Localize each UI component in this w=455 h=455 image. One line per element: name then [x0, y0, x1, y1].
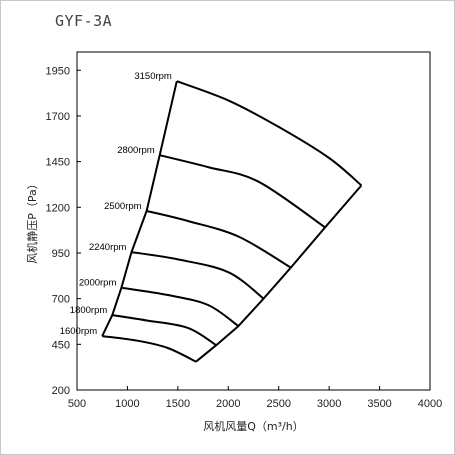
x-tick-label: 1000 [115, 398, 139, 410]
rpm-curves [102, 80, 363, 363]
rpm-label-1600rpm: 1600rpm [60, 326, 98, 337]
envelope-lines [101, 80, 363, 363]
y-tick-label: 1200 [46, 202, 70, 214]
y-tick-label: 700 [52, 294, 70, 306]
x-tick-label: 500 [68, 398, 86, 410]
rpm-label-1800rpm: 1800rpm [70, 305, 108, 316]
envelope-max-flow [195, 184, 363, 363]
x-tick-label: 2500 [266, 398, 290, 410]
rpm-curve-1800rpm [112, 314, 217, 347]
rpm-label-2240rpm: 2240rpm [89, 242, 127, 253]
rpm-curve-1600rpm [102, 335, 197, 363]
y-tick-label: 450 [52, 339, 70, 351]
rpm-curve-2500rpm [146, 210, 292, 269]
rpm-label-2000rpm: 2000rpm [79, 278, 117, 289]
x-tick-label: 3000 [317, 398, 341, 410]
y-tick-label: 200 [52, 385, 70, 397]
model-title: GYF-3A [55, 12, 113, 30]
x-tick-label: 4000 [418, 398, 442, 410]
y-axis-title: 风机静压P（Pa） [25, 178, 39, 264]
rpm-label-3150rpm: 3150rpm [134, 71, 172, 82]
plot-area [76, 51, 431, 391]
rpm-curve-2240rpm [131, 251, 265, 300]
x-tick-label: 3500 [367, 398, 391, 410]
y-tick-label: 1950 [46, 65, 70, 77]
y-axis: 200 450 700 950 1200 1450 1700 1950 [46, 65, 81, 397]
rpm-labels: 3150rpm 2800rpm 2500rpm 2240rpm 2000rpm 1800r… [60, 71, 172, 337]
plot-border [76, 51, 431, 391]
y-tick-label: 1700 [46, 111, 70, 123]
x-axis: 500 1000 1500 2000 2500 3000 3500 4000 [68, 386, 442, 410]
rpm-curve-2000rpm [121, 286, 239, 327]
y-tick-label: 1450 [46, 157, 70, 169]
y-tick-label: 950 [52, 248, 70, 260]
rpm-label-2800rpm: 2800rpm [117, 145, 155, 156]
envelope-min-flow [101, 80, 178, 337]
x-tick-label: 1500 [166, 398, 190, 410]
rpm-label-2500rpm: 2500rpm [104, 201, 142, 212]
rpm-curve-3150rpm [176, 80, 363, 187]
x-tick-label: 2000 [216, 398, 240, 410]
rpm-curve-2800rpm [159, 154, 326, 229]
x-axis-title: 风机风量Q（m³/h） [203, 419, 303, 433]
